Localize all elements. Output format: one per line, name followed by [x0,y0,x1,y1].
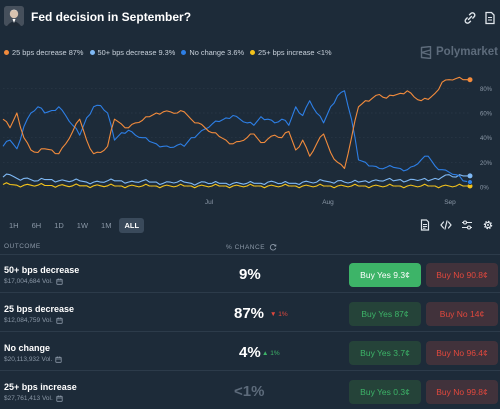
document-icon[interactable] [483,11,497,25]
sliders-icon[interactable] [461,219,473,231]
range-tab-all[interactable]: ALL [119,217,145,233]
outcome-name: 50+ bps decrease [4,265,80,275]
legend-label: 25+ bps increase <1% [258,48,332,57]
chance-header-label: % CHANCE [226,243,266,251]
y-tick-label: 40% [480,136,493,142]
series-line-25-bps-increase [2,182,470,189]
series-line-50-bps-decrease [2,173,470,186]
outcome-row[interactable]: 25 bps decrease $12,084,759 Vol. 87% ▼ 1% Bu… [0,292,500,330]
y-tick-label: 20% [480,161,493,167]
chance-delta: ▲ 1% [262,350,280,357]
y-tick-label: 0% [480,186,489,192]
outcome-chance: 87% [234,305,265,322]
buy-no-button[interactable]: Buy No 96.4¢ [426,341,498,365]
trophy-icon [56,278,63,285]
market-avatar [4,6,24,26]
series-line-no-change [2,90,471,183]
y-tick-label: 60% [480,112,493,118]
range-tab-1m[interactable]: 1M [101,220,112,230]
volume-text: $27,761,413 Vol. [4,395,53,402]
link-icon[interactable] [463,11,477,25]
range-tab-6h[interactable]: 6H [31,220,42,230]
code-icon[interactable] [440,219,452,231]
outcome-row[interactable]: 25+ bps increase $27,761,413 Vol. <1% Buy Y… [0,370,500,408]
outcome-volume: $20,113,932 Vol. [4,356,62,363]
series-line-25-bps-decrease [2,76,470,170]
volume-text: $17,004,684 Vol. [4,278,53,285]
series-end-point [467,77,473,83]
refresh-icon[interactable] [269,243,277,251]
legend-label: No change 3.6% [189,48,245,57]
legend-dot [181,50,187,55]
buy-yes-button[interactable]: Buy Yes 0.3¢ [349,380,421,404]
x-tick-label: Sep [444,199,456,206]
chance-delta: ▼ 1% [270,311,288,318]
volume-text: $20,113,932 Vol. [4,356,53,363]
market-header: Fed decision in September? [0,0,500,38]
series-end-point [467,173,473,179]
legend-dot [4,50,9,55]
outcome-name: 25+ bps increase [4,382,77,392]
outcome-column-header: OUTCOME [4,243,41,250]
outcome-row[interactable]: No change $20,113,932 Vol. 4% ▲ 1% Buy Yes 3… [0,331,500,369]
row-divider [0,292,500,293]
chart-tools [410,219,494,231]
legend-label: 25 bps decrease 87% [12,48,84,57]
buy-yes-button[interactable]: Buy Yes 3.7¢ [349,341,421,365]
buy-no-button[interactable]: Buy No 99.8¢ [426,380,498,404]
buy-yes-button[interactable]: Buy Yes 9.3¢ [349,263,421,287]
price-history-chart[interactable]: 80% 60% 40% 20% 0% Jul Aug Sep [0,66,500,214]
legend-label: 50+ bps decrease 9.3% [97,48,176,57]
x-tick-label: Jul [205,199,214,206]
series-end-point [467,179,473,185]
chance-column-header: % CHANCE [226,243,277,251]
row-divider [0,254,500,255]
market-title: Fed decision in September? [31,10,192,24]
outcome-chance: 9% [239,266,261,283]
series-end-point [467,183,473,189]
row-divider [0,331,500,332]
buy-yes-button[interactable]: Buy Yes 87¢ [349,302,421,326]
trophy-icon [56,317,63,324]
trophy-icon [56,395,63,402]
buy-no-button[interactable]: Buy No 90.8¢ [426,263,498,287]
outcome-row[interactable]: 50+ bps decrease $17,004,684 Vol. 9% Buy Ye… [0,253,500,291]
legend-item: 25+ bps increase <1% [250,48,332,57]
range-tab-1w[interactable]: 1W [76,220,89,230]
buy-no-button[interactable]: Buy No 14¢ [426,302,498,326]
legend-item: No change 3.6% [181,48,244,57]
range-tab-1h[interactable]: 1H [9,220,19,230]
legend-item: 25 bps decrease 87% [4,48,84,57]
document-icon[interactable] [419,219,431,231]
triangle-up-icon: ▲ [262,350,271,357]
trophy-icon [55,356,62,363]
polymarket-brand: Polymarket [420,44,498,60]
outcome-name: No change [4,343,51,353]
delta-value: 1% [278,311,288,318]
legend-dot [250,50,256,55]
triangle-down-icon: ▼ [270,311,279,318]
polymarket-logo-icon [420,45,432,59]
y-tick-label: 80% [480,87,493,93]
outcome-chance: <1% [234,383,265,400]
outcome-volume: $12,084,759 Vol. [4,317,63,324]
outcome-volume: $17,004,684 Vol. [4,278,63,285]
time-range-tabs: 1H 6H 1D 1W 1M ALL [4,217,147,233]
range-tab-1d[interactable]: 1D [54,220,64,230]
row-divider [0,370,500,371]
x-tick-label: Aug [322,199,334,206]
outcome-volume: $27,761,413 Vol. [4,395,63,402]
legend-dot [89,50,95,55]
delta-value: 1% [270,350,280,357]
chart-legend: 25 bps decrease 87% 50+ bps decrease 9.3%… [4,48,338,60]
outcome-name: 25 bps decrease [4,304,75,314]
legend-item: 50+ bps decrease 9.3% [89,48,176,57]
brand-name: Polymarket [436,46,499,58]
volume-text: $12,084,759 Vol. [4,317,53,324]
outcome-chance: 4% [239,344,261,361]
gear-icon[interactable] [482,219,494,231]
